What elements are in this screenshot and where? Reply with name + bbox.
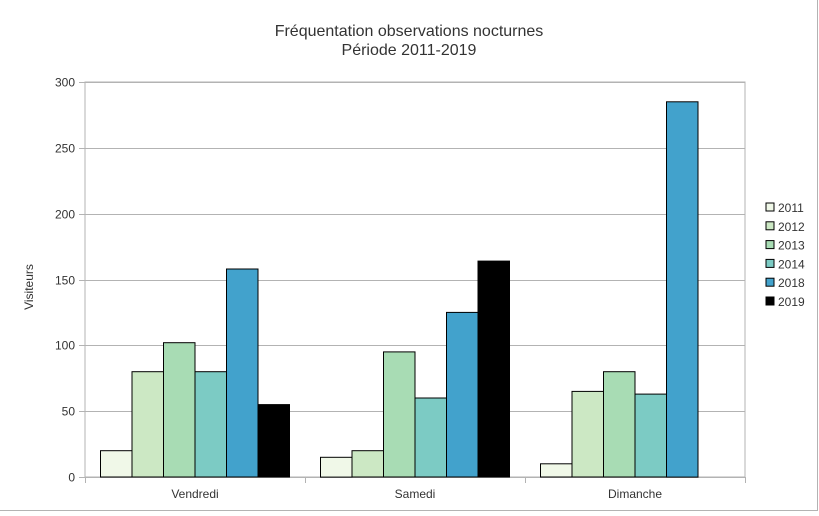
bar-samedi-2019 [477, 260, 510, 478]
legend-swatch-2012 [765, 221, 775, 231]
x-tick-label-dimanche: Dimanche [608, 487, 662, 501]
y-tick-label-50: 50 [62, 405, 76, 419]
bars [100, 101, 699, 478]
y-tick-label-200: 200 [55, 208, 75, 222]
bar-dimanche-2012 [571, 390, 604, 478]
legend-label-2011: 2011 [778, 201, 804, 215]
bar-vendredi-2013 [163, 342, 196, 478]
bar-samedi-2018 [446, 311, 479, 478]
bar-samedi-2013 [383, 351, 416, 478]
bar-samedi-2014 [414, 397, 447, 478]
title-group: Fréquentation observations nocturnes Pér… [275, 23, 544, 59]
bar-vendredi-2019 [257, 404, 290, 478]
y-axis-title: Visiteurs [22, 264, 36, 310]
legend-label-2018: 2018 [778, 276, 805, 290]
legend: 2011 2012 2013 2014 2018 2019 [765, 201, 805, 309]
legend-swatch-2014 [765, 258, 775, 268]
y-tick-label-250: 250 [55, 142, 75, 156]
legend-label-2013: 2013 [778, 239, 805, 253]
legend-swatch-2018 [765, 277, 775, 287]
legend-label-2014: 2014 [778, 257, 805, 271]
bar-dimanche-2018 [666, 101, 699, 478]
y-tick-label-100: 100 [55, 339, 75, 353]
bar-vendredi-2011 [100, 450, 133, 478]
legend-swatch-2013 [765, 240, 775, 250]
bar-dimanche-2011 [540, 463, 573, 478]
x-tick-label-vendredi: Vendredi [171, 487, 218, 501]
bar-vendredi-2012 [131, 371, 164, 478]
bar-vendredi-2018 [226, 268, 259, 478]
legend-label-2019: 2019 [778, 295, 805, 309]
bar-dimanche-2013 [603, 371, 636, 478]
bar-vendredi-2014 [194, 371, 227, 478]
bar-samedi-2012 [351, 450, 384, 478]
legend-label-2012: 2012 [778, 220, 805, 234]
chart-subtitle: Période 2011-2019 [342, 42, 477, 59]
x-tick-label-samedi: Samedi [395, 487, 436, 501]
legend-swatch-2019 [765, 296, 775, 306]
y-tick-label-0: 0 [68, 471, 75, 485]
axes: 0 50 100 150 200 250 300 Vendredi Samedi Dimanche [55, 76, 746, 501]
chart-title: Fréquentation observations nocturnes [275, 23, 544, 40]
legend-swatch-2011 [765, 202, 775, 212]
bar-samedi-2011 [320, 456, 353, 478]
y-tick-label-300: 300 [55, 76, 75, 90]
bar-dimanche-2014 [634, 393, 667, 478]
y-tick-label-150: 150 [55, 274, 75, 288]
